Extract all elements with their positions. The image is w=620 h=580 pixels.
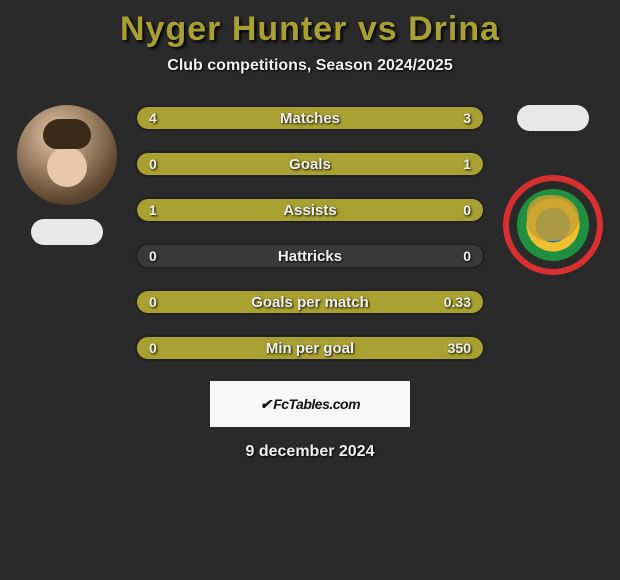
bar-value-left: 0 (149, 248, 157, 264)
date-label: 9 december 2024 (0, 443, 620, 461)
bar-value-right: 0 (463, 248, 471, 264)
page-title: Nyger Hunter vs Drina (0, 10, 620, 49)
stat-bar: 1 0 Assists (135, 197, 485, 223)
footer-brand-box[interactable]: FcTables.com (210, 381, 410, 427)
bar-label: Goals (289, 156, 331, 173)
crest-ring (503, 175, 603, 275)
stat-bar: 0 1 Goals (135, 151, 485, 177)
bar-value-right: 3 (463, 110, 471, 126)
bar-value-right: 350 (448, 340, 471, 356)
left-side (17, 105, 117, 245)
bar-value-left: 0 (149, 156, 157, 172)
bar-label: Goals per match (251, 294, 369, 311)
bar-value-left: 0 (149, 294, 157, 310)
main-row: 4 3 Matches 0 1 Goals 1 0 Assists 0 0 Hattricks 0 0.3… (0, 105, 620, 361)
brand-logo: FcTables.com (260, 396, 360, 413)
bar-label: Hattricks (278, 248, 342, 265)
bar-value-right: 0.33 (444, 294, 471, 310)
club-crest (503, 175, 603, 275)
bar-value-left: 0 (149, 340, 157, 356)
stat-bars: 4 3 Matches 0 1 Goals 1 0 Assists 0 0 Hattricks 0 0.3… (135, 105, 485, 361)
flag-right (517, 105, 589, 131)
stat-bar: 0 350 Min per goal (135, 335, 485, 361)
player-avatar (17, 105, 117, 205)
comparison-card: Nyger Hunter vs Drina Club competitions,… (0, 0, 620, 461)
bar-label: Matches (280, 110, 340, 127)
right-side (503, 105, 603, 275)
stat-bar: 4 3 Matches (135, 105, 485, 131)
stat-bar: 0 0 Hattricks (135, 243, 485, 269)
bar-value-right: 1 (463, 156, 471, 172)
bar-value-left: 4 (149, 110, 157, 126)
subtitle: Club competitions, Season 2024/2025 (0, 57, 620, 75)
flag-left (31, 219, 103, 245)
stat-bar: 0 0.33 Goals per match (135, 289, 485, 315)
bar-value-left: 1 (149, 202, 157, 218)
bar-label: Assists (283, 202, 336, 219)
bar-value-right: 0 (463, 202, 471, 218)
bar-right-fill (334, 107, 483, 129)
bar-label: Min per goal (266, 340, 354, 357)
